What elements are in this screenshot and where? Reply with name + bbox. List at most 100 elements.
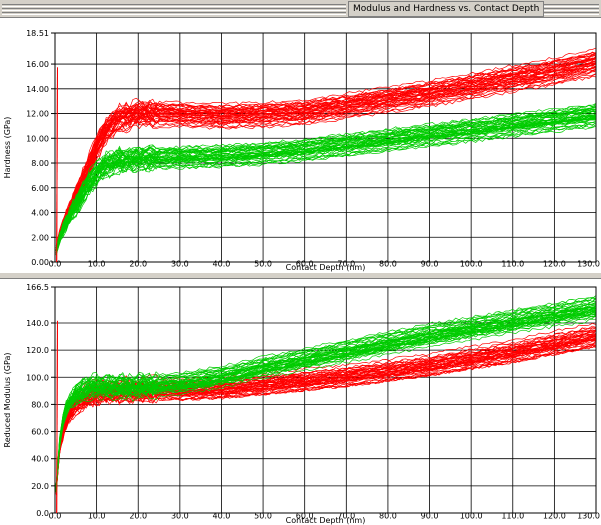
y-tick-label: 166.5 <box>26 283 49 292</box>
x-tick-label: 80.0 <box>379 512 397 521</box>
initial-spike <box>56 320 58 513</box>
series-trace <box>55 122 596 256</box>
series-trace <box>55 73 596 248</box>
series-line <box>55 306 596 488</box>
x-tick-label: 10.0 <box>88 260 106 269</box>
x-axis-label: Contact Depth (nm) <box>286 516 366 525</box>
series-trace <box>55 306 596 492</box>
y-tick-label: 18.51 <box>26 29 49 38</box>
y-tick-label: 6.00 <box>31 184 49 193</box>
x-tick-label: 50.0 <box>254 512 272 521</box>
x-axis-label: Contact Depth (nm) <box>286 263 366 272</box>
y-tick-label: 60.0 <box>31 428 49 437</box>
series-trace <box>55 309 596 491</box>
x-tick-label: 20.0 <box>129 512 147 521</box>
y-tick-label: 0.00 <box>31 258 49 267</box>
y-tick-label: 140.0 <box>26 319 49 328</box>
window-title: Modulus and Hardness vs. Contact Depth <box>348 1 545 17</box>
series-trace <box>55 62 596 254</box>
series-trace <box>55 311 596 489</box>
hardness-chart: 0.0 10.0 20.0 30.0 40.0 50.0 60.0 70.0 80.0 90.0 1… <box>3 29 600 272</box>
series-trace <box>55 346 596 489</box>
y-tick-label: 20.0 <box>31 482 49 491</box>
x-tick-label: 110.0 <box>501 260 524 269</box>
title-grip-line <box>510 8 599 11</box>
series-green <box>55 295 596 513</box>
x-tick-label: 90.0 <box>421 512 439 521</box>
series-trace <box>55 309 596 490</box>
y-tick-label: 2.00 <box>31 233 49 242</box>
series-trace <box>55 103 596 254</box>
x-tick-label: 10.0 <box>88 512 106 521</box>
series-trace <box>55 69 596 256</box>
series-trace <box>55 111 596 250</box>
series-trace <box>55 118 596 249</box>
x-tick-label: 90.0 <box>421 260 439 269</box>
series-trace <box>55 344 596 489</box>
y-axis-label: Reduced Modulus (GPa) <box>3 353 12 448</box>
y-tick-label: 80.0 <box>31 400 49 409</box>
panel-splitter[interactable] <box>0 272 601 279</box>
series-red <box>55 320 596 513</box>
x-tick-label: 30.0 <box>171 512 189 521</box>
series-trace <box>55 111 596 251</box>
x-tick-label: 0.0 <box>49 260 62 269</box>
modulus-chart: 0.0 10.0 20.0 30.0 40.0 50.0 60.0 70.0 80.0 90.0 1… <box>3 283 600 525</box>
series-trace <box>55 298 596 491</box>
y-axis-label: Hardness (GPa) <box>3 117 12 179</box>
x-tick-label: 40.0 <box>213 512 231 521</box>
x-tick-label: 130.0 <box>577 260 600 269</box>
series-trace <box>55 345 596 495</box>
series-trace <box>55 295 596 489</box>
series-trace <box>55 63 596 252</box>
x-tick-label: 80.0 <box>379 260 397 269</box>
y-tick-label: 16.00 <box>26 60 49 69</box>
series-trace <box>55 125 596 254</box>
x-tick-label: 60.0 <box>296 260 314 269</box>
title-grip-line <box>510 4 599 7</box>
y-tick-label: 14.00 <box>26 85 49 94</box>
y-tick-label: 4.00 <box>31 209 49 218</box>
x-tick-label: 50.0 <box>254 260 272 269</box>
title-grip-line <box>2 8 346 11</box>
x-tick-label: 60.0 <box>296 512 314 521</box>
y-tick-label: 10.00 <box>26 134 49 143</box>
series-trace <box>55 115 596 251</box>
series-trace <box>55 120 596 250</box>
x-tick-label: 120.0 <box>543 512 566 521</box>
series-trace <box>55 110 596 247</box>
series-line <box>55 62 596 251</box>
series-trace <box>55 306 596 493</box>
series-trace <box>55 313 596 486</box>
x-tick-label: 100.0 <box>460 260 483 269</box>
series-trace <box>55 75 596 253</box>
x-tick-label: 120.0 <box>543 260 566 269</box>
series-trace <box>55 116 596 249</box>
series-trace <box>55 313 596 489</box>
x-tick-label: 130.0 <box>577 512 600 521</box>
series-trace <box>55 66 596 251</box>
series-trace <box>55 323 596 490</box>
series-trace <box>55 56 596 248</box>
series-trace <box>55 110 596 249</box>
series-trace <box>55 315 596 491</box>
initial-spike <box>56 67 58 262</box>
x-tick-label: 70.0 <box>337 260 355 269</box>
series-trace <box>55 115 596 256</box>
series-trace <box>55 318 596 493</box>
x-tick-label: 30.0 <box>171 260 189 269</box>
series-trace <box>55 109 596 255</box>
x-tick-label: 100.0 <box>460 512 483 521</box>
hardness-chart-panel[interactable]: 0.0 10.0 20.0 30.0 40.0 50.0 60.0 70.0 80.0 90.0 1… <box>0 18 601 272</box>
y-tick-label: 0.0 <box>36 509 49 518</box>
window-title-bar: Modulus and Hardness vs. Contact Depth <box>0 0 601 18</box>
series-trace <box>55 314 596 489</box>
y-tick-label: 12.00 <box>26 110 49 119</box>
series-trace <box>55 73 596 255</box>
modulus-chart-panel[interactable]: 0.0 10.0 20.0 30.0 40.0 50.0 60.0 70.0 80.0 90.0 1… <box>0 279 601 525</box>
series-trace <box>55 344 596 488</box>
series-trace <box>55 116 596 249</box>
title-grip-line <box>2 4 346 7</box>
series-trace <box>55 103 596 254</box>
series-trace <box>55 313 596 492</box>
